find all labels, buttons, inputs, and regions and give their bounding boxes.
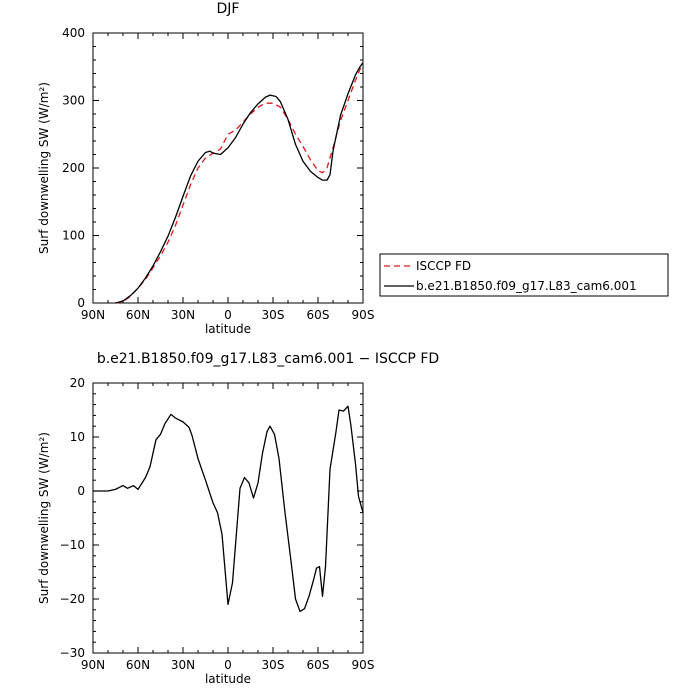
x-tick-label: 60N [126, 308, 150, 322]
x-tick-label: 90N [81, 658, 105, 672]
series-line-0 [115, 61, 364, 304]
x-tick-label: 60N [126, 658, 150, 672]
plot-frame [92, 382, 364, 654]
top-panel: 90N 60N 30N 0 30S 60S 90S 0 100 200 300 400 DJF latit… [37, 1, 374, 336]
x-tick-label: 0 [224, 308, 232, 322]
legend-label-1: b.e21.B1850.f09_g17.L83_cam6.001 [416, 279, 637, 293]
chart-title: b.e21.B1850.f09_g17.L83_cam6.001 − ISCCP… [97, 351, 439, 367]
y-tick-label: 0 [77, 484, 85, 498]
x-axis-label: latitude [205, 322, 251, 336]
x-tick-label: 90N [81, 308, 105, 322]
x-tick-label: 60S [307, 308, 330, 322]
y-tick-label: −30 [60, 646, 85, 660]
x-tick-label: 30N [171, 658, 195, 672]
y-tick-label: −20 [60, 592, 85, 606]
legend-label-0: ISCCP FD [416, 259, 471, 273]
legend: ISCCP FD b.e21.B1850.f09_g17.L83_cam6.001 [379, 253, 669, 297]
chart-title: DJF [217, 1, 240, 17]
series-line-1 [115, 62, 364, 304]
y-tick-label: −10 [60, 538, 85, 552]
x-tick-label: 0 [224, 658, 232, 672]
y-tick-label: 10 [70, 430, 85, 444]
x-tick-label: 90S [352, 658, 375, 672]
y-tick-label: 400 [62, 26, 85, 40]
legend-box [379, 253, 669, 297]
bottom-panel: 90N 60N 30N 0 30S 60S 90S −30 −20 −10 0 10 20 b.e21.B… [37, 351, 439, 686]
x-tick-label: 90S [352, 308, 375, 322]
y-tick-label: 200 [62, 161, 85, 175]
y-tick-label: 100 [62, 229, 85, 243]
x-tick-label: 30S [262, 658, 285, 672]
series-line-0 [93, 405, 364, 613]
x-tick-label: 30S [262, 308, 285, 322]
plot-frame [92, 32, 364, 304]
x-tick-label: 30N [171, 308, 195, 322]
y-axis-label: Surf downwelling SW (W/m²) [37, 82, 51, 254]
x-axis-label: latitude [205, 672, 251, 686]
y-tick-label: 20 [70, 376, 85, 390]
y-axis-label: Surf downwelling SW (W/m²) [37, 432, 51, 604]
y-tick-label: 0 [77, 296, 85, 310]
y-tick-label: 300 [62, 94, 85, 108]
x-tick-label: 60S [307, 658, 330, 672]
